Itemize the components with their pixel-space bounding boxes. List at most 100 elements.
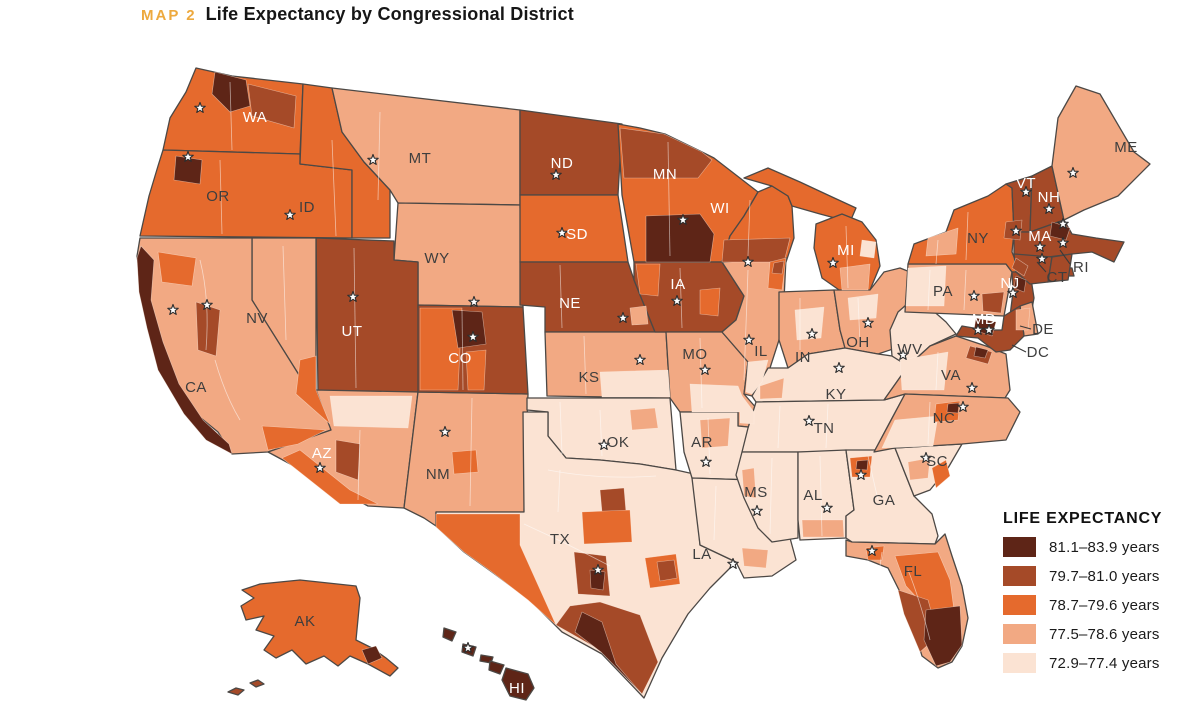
district-patch-wi [721,237,791,263]
state-label-sd: SD [566,226,588,243]
state-label-ar: AR [691,434,713,451]
capital-star-icon [866,544,878,556]
district-boundary-line [769,457,773,535]
capital-star-icon [1034,240,1046,252]
capital-star-icon [550,168,562,180]
district-patch-co [465,349,487,391]
capital-star-icon [855,468,867,480]
district-patch-ky [759,377,785,400]
capital-star-icon [727,557,739,569]
state-nd [519,109,623,196]
district-boundary-line [547,469,657,478]
leader-line-ct [1036,261,1047,273]
capital-star-icon [1036,252,1048,264]
state-label-ky: KY [825,386,846,403]
district-patch-tx [435,513,557,626]
state-label-ut: UT [342,323,363,340]
state-label-ok: OK [607,434,630,451]
capital-star-icon [1007,286,1019,298]
state-label-ak: AK [294,613,315,630]
state-label-hi: HI [509,680,525,697]
district-patch-tx [574,611,642,694]
capital-star-icon [1057,236,1069,248]
capital-star-icon [347,290,359,302]
district-boundary-line [559,401,563,455]
district-patch-mi [859,239,877,259]
capital-star-icon [182,150,194,162]
capital-star-icon [439,425,451,437]
district-boundary-line [857,297,861,345]
district-patch-mn [619,127,713,179]
legend-swatch-c1 [1003,537,1036,557]
state-label-nm: NM [426,466,450,483]
legend-label: 78.7–79.6 years [1049,596,1160,614]
capital-star-icon [957,400,969,412]
district-patch-nc [946,402,960,414]
district-patch-la [741,547,769,569]
district-boundary-line [699,337,703,409]
district-boundary-line [927,401,931,445]
capital-star-icon [617,311,629,323]
state-label-nh: NH [1038,189,1061,206]
district-patch-mo [689,383,755,425]
district-patch-ny [925,227,959,257]
figure-header: MAP 2 Life Expectancy by Congressional Di… [141,4,574,25]
leader-label-ri: RI [1073,259,1089,276]
district-boundary-line [777,405,781,449]
legend-label: 79.7–81.0 years [1049,567,1160,585]
state-ut [315,237,421,393]
state-label-vt: VT [1016,175,1036,192]
district-boundary-line [927,269,931,311]
state-label-tn: TN [814,420,835,437]
state-ak-al1 [227,687,245,696]
state-label-nd: ND [551,155,574,172]
district-boundary-line [559,264,563,329]
district-boundary-line [469,397,473,507]
capital-star-icon [833,361,845,373]
state-label-ks: KS [578,369,599,386]
district-patch-nv [295,355,331,425]
district-boundary-line [845,225,849,289]
legend: LIFE EXPECTANCY 81.1–83.9 years 79.7–81.0… [1003,510,1198,673]
leader-label-ct: CT [1047,269,1068,286]
capital-star-icon [468,295,480,307]
district-patch-ca [136,245,233,455]
capital-star-icon [751,504,763,516]
district-patch-va [973,346,989,359]
district-boundary-line [679,267,683,329]
leader-line-dc [1011,344,1027,353]
capital-star-icon [821,501,833,513]
district-boundary-line [667,141,671,257]
state-label-mi: MI [837,242,855,259]
capital-star-icon [671,294,683,306]
state-label-ia: IA [670,276,685,293]
district-patch-or [173,155,203,185]
legend-row: 72.9–77.4 years [1003,653,1198,673]
capital-star-icon [367,153,379,165]
state-label-in: IN [795,349,811,366]
state-hi-1 [442,627,457,642]
state-label-la: LA [692,546,711,563]
state-label-fl: FL [904,563,923,580]
district-patch-tx [656,559,678,582]
district-patch-al [801,519,845,538]
capital-star-icon [806,327,818,339]
state-label-al: AL [803,487,822,504]
district-patch-ny [1011,257,1029,277]
state-me [1051,85,1151,221]
state-label-il: IL [754,343,768,360]
legend-swatch-c2 [1003,566,1036,586]
district-patch-az [335,439,361,481]
state-label-nc: NC [933,410,956,427]
district-boundary-line [461,309,464,391]
capital-star-icon [1067,166,1079,178]
district-patch-mn [645,213,715,263]
district-patch-ca [157,251,197,287]
legend-row: 79.7–81.0 years [1003,566,1198,586]
state-label-ny: NY [967,230,989,247]
capital-star-icon [920,451,932,463]
district-patch-az [329,395,413,429]
leader-label-de: DE [1032,321,1054,338]
district-patch-ar [699,417,731,449]
